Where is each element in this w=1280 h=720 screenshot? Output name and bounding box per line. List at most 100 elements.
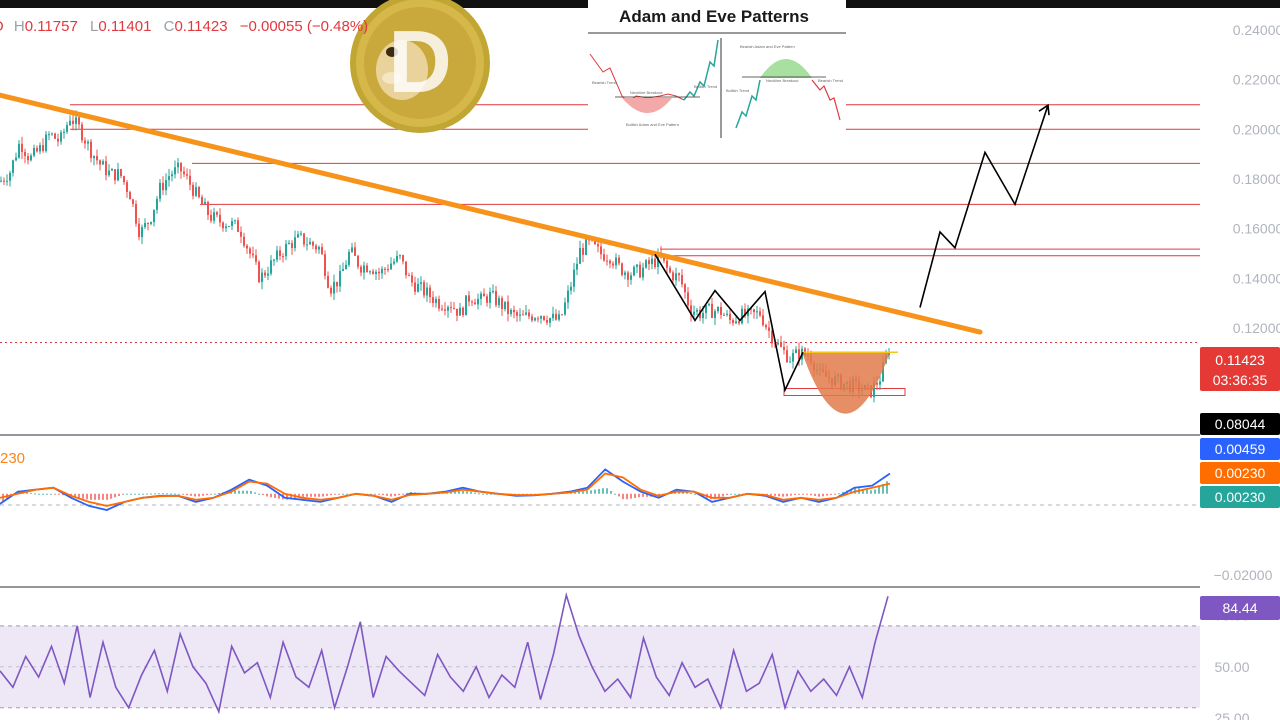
candle-body (423, 282, 425, 296)
macd-hist-bar (586, 490, 588, 494)
candle-body (618, 257, 620, 264)
candle-body (54, 133, 56, 139)
candle-body (171, 174, 173, 177)
macd-hist-bar (234, 490, 236, 494)
candle-body (369, 271, 371, 273)
candle-body (519, 314, 521, 316)
macd-hist-bar (54, 493, 56, 495)
macd-hist-bar (214, 493, 216, 495)
candle-body (621, 263, 623, 276)
macd-hist-bar (334, 493, 336, 495)
macd-hist-bar (158, 493, 160, 495)
candle-body (609, 260, 611, 264)
candle-body (654, 258, 656, 268)
price-panel[interactable]: 0.24000 0.22000 0.20000 0.18000 0.16000 0.140… (0, 22, 1280, 414)
rsi-tick-label: 25.00 (1214, 710, 1249, 720)
candle-body (339, 271, 341, 287)
candle-body (276, 250, 278, 260)
candle-body (135, 203, 137, 224)
macd-hist-bar (310, 493, 312, 497)
candle-body (420, 282, 422, 284)
candle-body (267, 273, 269, 276)
inset-neckline-left: Neckline Breakout (630, 90, 663, 95)
candle-body (195, 187, 197, 196)
inset-bull-trend-left: Bullish Trend (694, 84, 717, 89)
candle-body (702, 312, 704, 319)
candle-body (159, 182, 161, 199)
macd-hist-bar (630, 493, 632, 499)
candle-body (771, 330, 773, 344)
candle-body (36, 147, 38, 152)
macd-hist-bar (326, 493, 328, 496)
candle-body (408, 275, 410, 277)
macd-hist-bar (778, 493, 780, 497)
candle-body (99, 160, 101, 165)
candle-body (687, 292, 689, 306)
macd-hist-bar (154, 493, 156, 495)
candle-body (378, 271, 380, 274)
candle-body (471, 301, 473, 303)
macd-hist-bar (466, 491, 468, 494)
candle-body (879, 381, 881, 385)
candle-body (633, 266, 635, 276)
candle-body (798, 349, 800, 360)
candle-body (153, 209, 155, 223)
candle-body (27, 156, 29, 161)
candle-body (603, 254, 605, 261)
macd-hist-bar (314, 493, 316, 497)
candle-body (612, 263, 614, 266)
candle-body (582, 248, 584, 255)
candle-body (447, 307, 449, 311)
candle-body (66, 125, 68, 132)
macd-hist-bar (102, 493, 104, 500)
ohlc-legend[interactable]: O H0.11757 L0.11401 C0.11423 −0.00055 (−… (0, 18, 368, 35)
candle-body (303, 233, 305, 245)
candle-body (81, 124, 83, 141)
macd-hist-bar (394, 493, 396, 497)
candle-body (147, 222, 149, 224)
candle-body (117, 169, 119, 181)
candle-body (759, 311, 761, 316)
candle-body (168, 176, 170, 181)
candle-body (201, 196, 203, 204)
candle-body (465, 295, 467, 316)
candle-body (669, 267, 671, 273)
macd-hist-bar (826, 493, 828, 496)
candle-body (357, 255, 359, 267)
signal-line (0, 472, 891, 507)
candle-body (414, 282, 416, 292)
candle-body (249, 248, 251, 254)
candle-body (639, 264, 641, 278)
candle-body (192, 184, 194, 196)
inset-right-caption: Bearish Adam and Eve Pattern (740, 44, 795, 49)
candle-body (273, 259, 275, 261)
candle-body (543, 316, 545, 321)
macd-hist-bar (74, 493, 76, 498)
macd-hist-bar (486, 493, 488, 495)
macd-hist-bar (58, 493, 60, 495)
macd-hist-bar (250, 490, 252, 494)
macd-hist-bar (338, 493, 340, 495)
macd-hist-bar (94, 493, 96, 500)
candle-body (753, 309, 755, 313)
macd-hist-bar (618, 493, 620, 497)
candle-body (312, 241, 314, 246)
candle-body (150, 222, 152, 224)
macd-hist-bar (182, 493, 184, 495)
macd-panel[interactable]: 230 −0.02000 (0, 450, 1273, 583)
macd-hist-bar (458, 491, 460, 494)
macd-hist-bar (842, 491, 844, 494)
candle-body (789, 361, 791, 363)
candle-body (432, 297, 434, 303)
macd-hist-bar (646, 493, 648, 497)
macd-hist-bar (62, 493, 64, 496)
macd-hist-bar (874, 489, 876, 494)
candle-body (873, 382, 875, 398)
descending-trendline (0, 92, 983, 335)
macd-hist-bar (318, 493, 320, 497)
macd-hist-bar (406, 492, 408, 494)
macd-hist-bar (834, 493, 836, 495)
